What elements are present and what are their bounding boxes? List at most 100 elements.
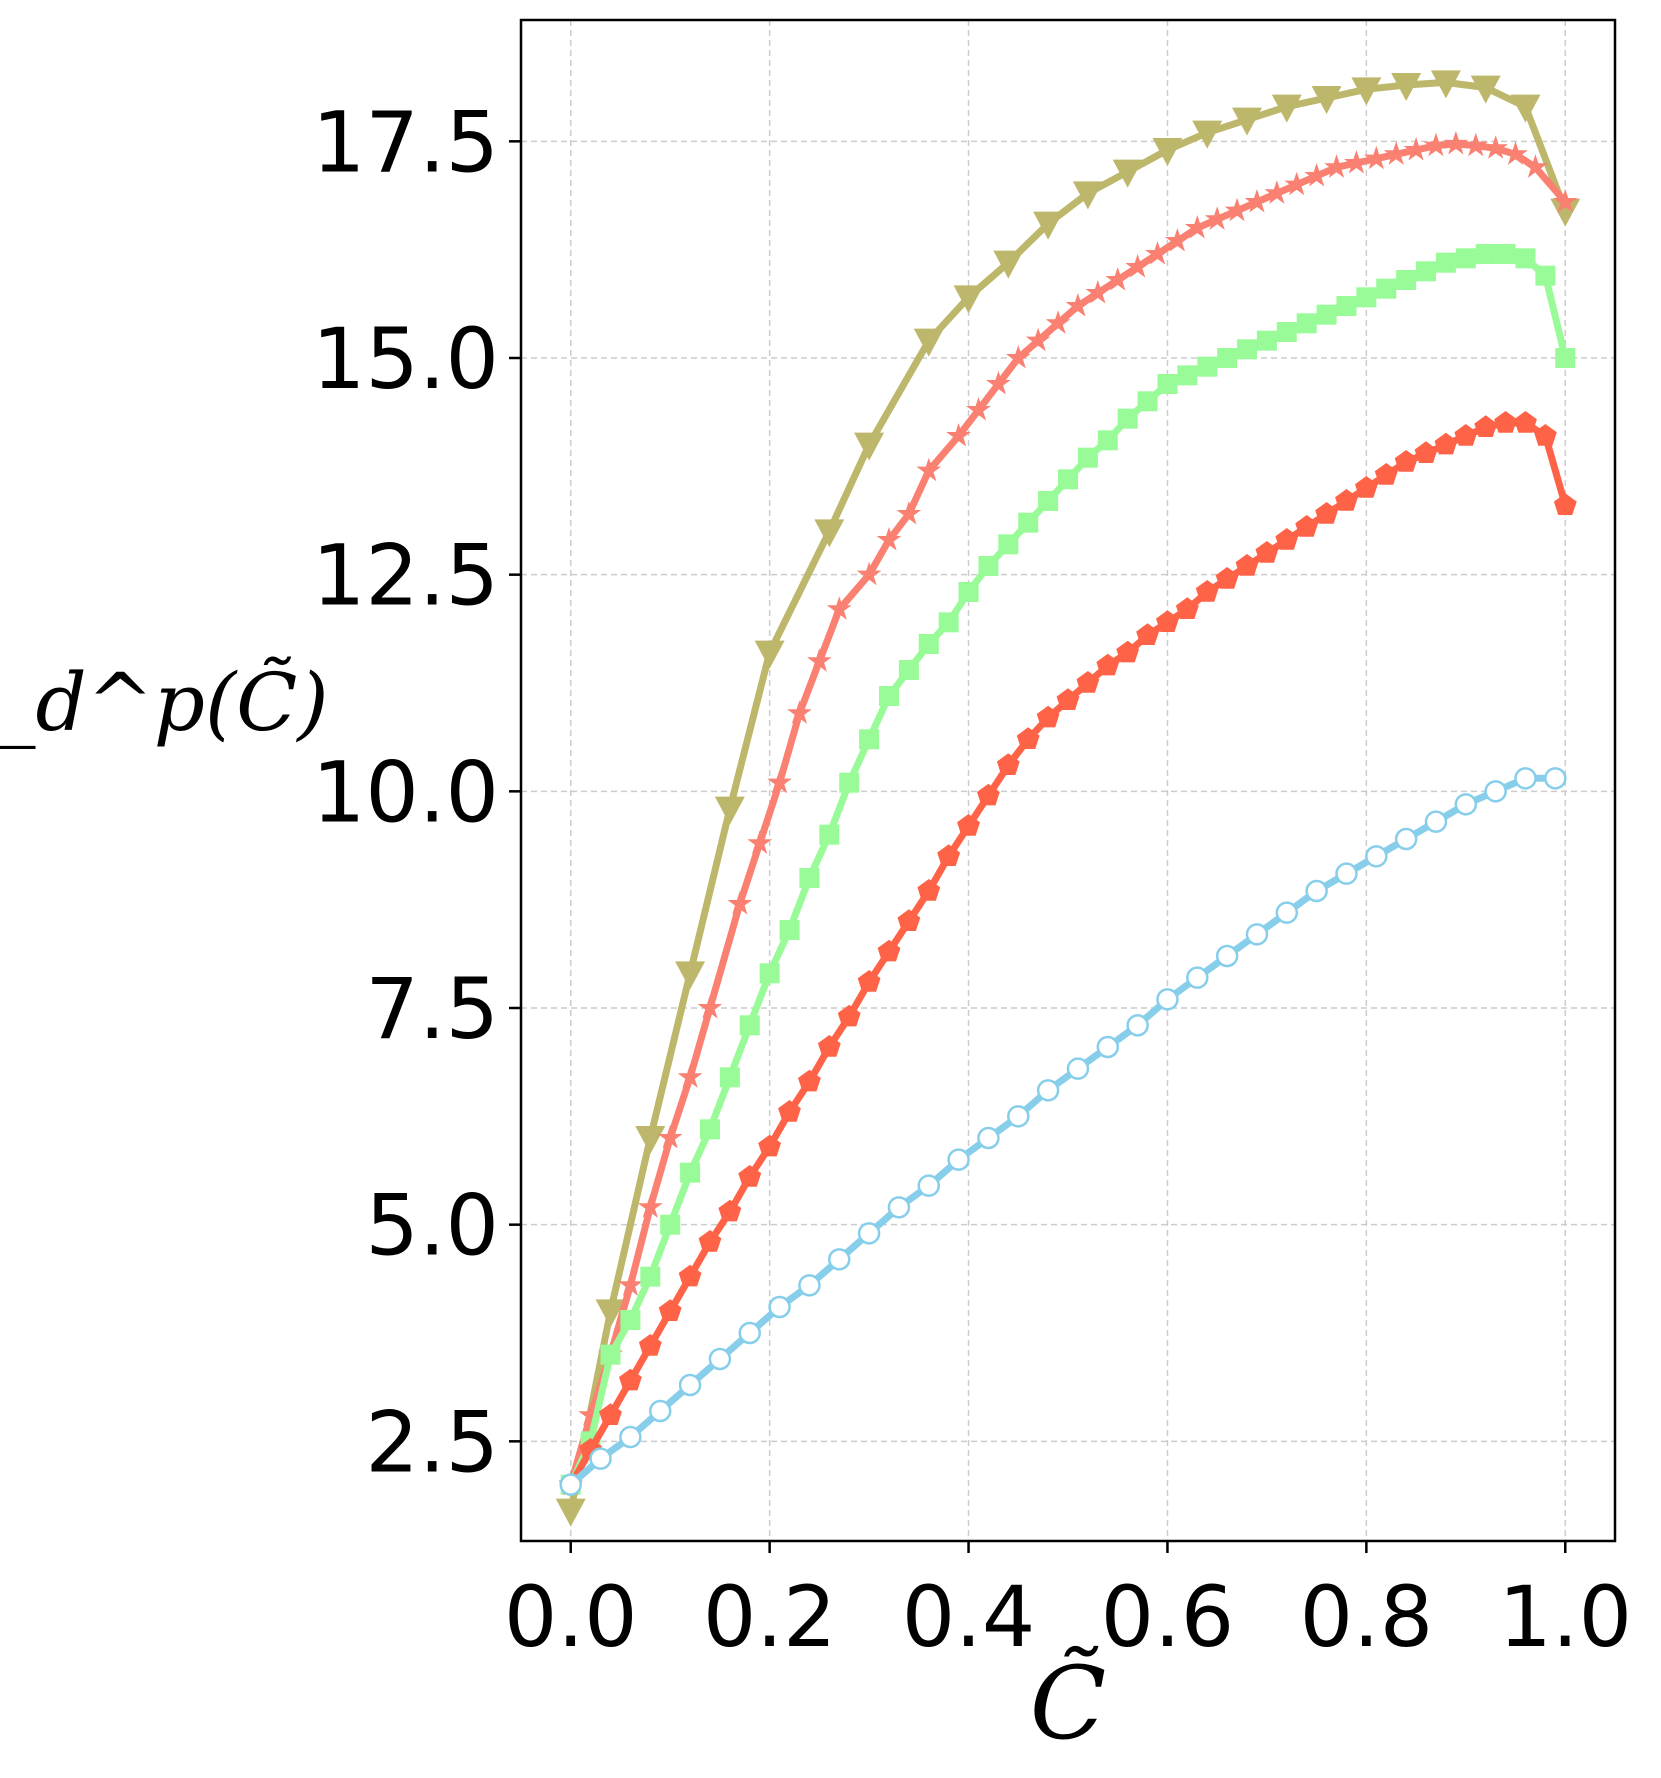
series-4-point xyxy=(1305,879,1328,903)
series-1-point xyxy=(1065,293,1091,317)
grid-lines xyxy=(521,20,1615,1541)
series-3-point xyxy=(1116,640,1140,663)
series-2-point xyxy=(1356,287,1377,308)
series-4-point xyxy=(1156,988,1179,1011)
series-0-point xyxy=(754,640,785,669)
series-2-point xyxy=(1455,248,1476,269)
series-2-point xyxy=(1177,365,1198,386)
series-2-point xyxy=(1276,322,1297,342)
x-axis-ticks: 0.0 0.2 0.4 0.6 0.8 1.0 xyxy=(504,1541,1632,1666)
series-0-point xyxy=(1351,77,1382,106)
y-axis-ticks: 2.5 5.0 7.5 10.0 12.5 15.0 17.5 xyxy=(312,93,521,1491)
y-tick-label: 12.5 xyxy=(312,527,499,625)
series-2-point xyxy=(1316,304,1337,325)
series-2-line xyxy=(567,250,1569,1487)
series-3-point xyxy=(1096,653,1120,676)
series-1-line xyxy=(567,140,1568,1486)
series-0-point xyxy=(1072,181,1103,210)
series-2-point xyxy=(878,686,899,706)
series-1-point xyxy=(727,891,753,915)
series-3-point xyxy=(837,1004,861,1027)
series-0-point xyxy=(1033,211,1064,240)
series-4-point xyxy=(1424,810,1448,833)
series-1-point xyxy=(1284,171,1310,196)
series-3-point xyxy=(1355,476,1378,498)
series-3-point xyxy=(1036,705,1060,728)
series-2-point xyxy=(1475,244,1496,264)
series-2-point xyxy=(839,772,860,793)
series-2-point xyxy=(799,868,820,888)
series-3-point xyxy=(1275,528,1299,550)
series-4-point xyxy=(1186,966,1209,989)
x-tick-label: 1.0 xyxy=(1498,1568,1632,1666)
series-1-point xyxy=(966,397,991,421)
series-0-point xyxy=(1232,107,1263,136)
series-3-point xyxy=(817,1035,841,1057)
series-1-point xyxy=(1204,206,1230,230)
y-tick-label: 7.5 xyxy=(365,960,499,1058)
y-axis-label: ξ_d^p(C̃) xyxy=(0,655,329,749)
x-tick-label: 0.8 xyxy=(1300,1568,1434,1666)
series-1-point xyxy=(618,1272,643,1296)
series-1-point xyxy=(1304,163,1329,187)
series-0-point xyxy=(1510,94,1541,123)
series-3-point xyxy=(718,1199,742,1222)
series-4-point xyxy=(798,1274,821,1297)
series-1-point xyxy=(1244,189,1270,213)
series-3-point xyxy=(1474,415,1498,437)
series-1-point xyxy=(657,1125,683,1149)
series-2-point xyxy=(859,729,880,750)
series-1-point xyxy=(578,1402,603,1426)
series-2-point xyxy=(958,582,979,602)
series-4-point xyxy=(1514,767,1537,790)
series-3-point xyxy=(1175,597,1199,619)
series-2-point xyxy=(1296,313,1317,334)
series-2-point xyxy=(719,1067,740,1088)
series-1-point xyxy=(697,995,723,1019)
series-1-point xyxy=(1363,145,1389,170)
series-2-point xyxy=(1555,348,1576,368)
series-3-point xyxy=(758,1134,781,1157)
series-2-point xyxy=(660,1214,681,1235)
series-4-point xyxy=(1215,944,1239,968)
series-2-point xyxy=(998,534,1019,555)
series-2-point xyxy=(1217,348,1238,368)
series-3-point xyxy=(1414,441,1438,463)
series-4-point xyxy=(1007,1105,1030,1128)
series-0-point xyxy=(555,1498,586,1527)
series-1-point xyxy=(1383,141,1409,165)
series-3-point xyxy=(798,1069,821,1092)
y-tick-label: 2.5 xyxy=(365,1393,499,1491)
series-0-point xyxy=(635,1126,666,1154)
series-2-point xyxy=(1256,330,1277,351)
series-4-point xyxy=(917,1174,941,1197)
series-2-point xyxy=(1097,430,1118,451)
series-3-point xyxy=(738,1165,762,1187)
series-1-point xyxy=(1324,154,1349,178)
series-1-point xyxy=(1085,280,1111,304)
series-4-point xyxy=(1036,1079,1060,1102)
series-1-point xyxy=(1005,345,1031,369)
series-4-point xyxy=(1454,793,1478,816)
series-0-point xyxy=(1112,159,1143,188)
series-0-point xyxy=(1470,75,1501,104)
series-2-point xyxy=(1535,265,1556,286)
series-2-point xyxy=(640,1266,661,1287)
series-3-point xyxy=(1394,450,1418,472)
series-2-point xyxy=(978,556,999,576)
series-4-point xyxy=(589,1447,612,1470)
series-3-point xyxy=(857,970,881,992)
series-2-point xyxy=(1038,491,1059,511)
series-4-point xyxy=(768,1295,791,1319)
series-4-point xyxy=(977,1126,1000,1150)
series-4-point xyxy=(1365,845,1388,868)
series-1-point xyxy=(637,1194,663,1218)
series-2-point xyxy=(680,1162,701,1183)
series-1-point xyxy=(896,501,922,525)
series-3-point xyxy=(778,1100,801,1122)
series-0-point xyxy=(854,432,885,461)
series-0-point xyxy=(1550,198,1581,227)
series-3-point xyxy=(1494,411,1517,433)
series-1-point xyxy=(876,527,902,551)
series-4-point xyxy=(1484,780,1507,803)
